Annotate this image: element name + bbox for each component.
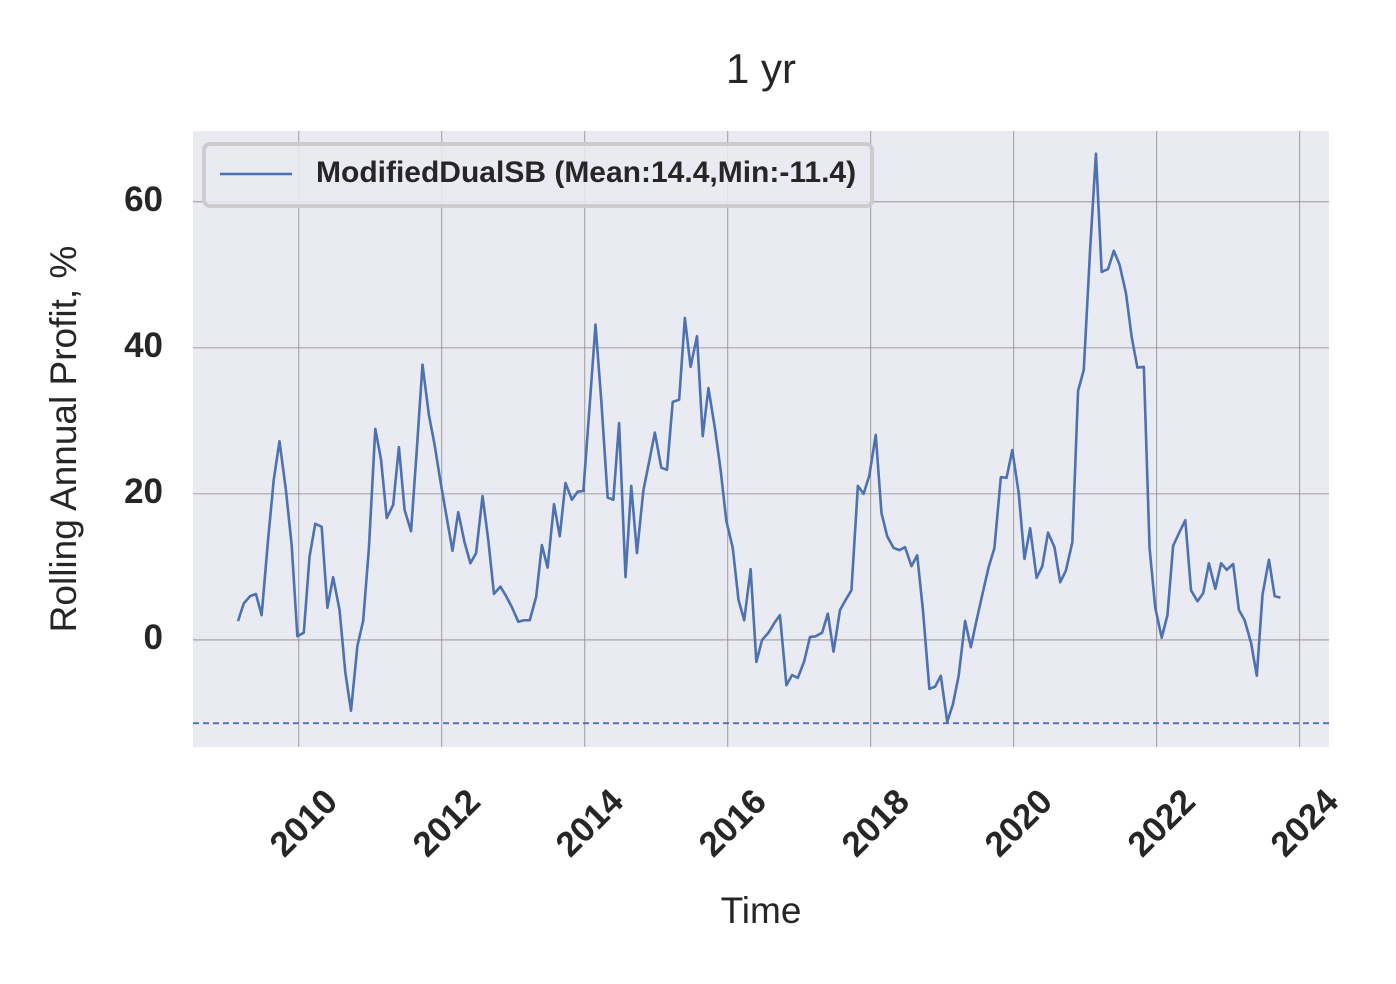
y-tick-label: 40	[124, 326, 163, 365]
chart-title: 1 yr	[726, 45, 796, 92]
plot-area	[193, 131, 1329, 747]
legend-box	[202, 142, 875, 208]
x-tick-label: 2016	[691, 782, 774, 865]
y-axis-label: Rolling Annual Profit, %	[43, 246, 84, 633]
y-tick-label: 60	[124, 180, 163, 219]
x-tick-label: 2014	[548, 781, 631, 864]
x-tick-label: 2012	[405, 782, 488, 865]
x-axis-label: Time	[721, 890, 802, 931]
legend-label: ModifiedDualSB (Mean:14.4,Min:-11.4)	[316, 156, 856, 189]
legend: ModifiedDualSB (Mean:14.4,Min:-11.4)	[202, 142, 875, 208]
x-tick-label: 2010	[262, 782, 345, 865]
x-tick-label: 2020	[977, 782, 1060, 865]
x-tick-label: 2022	[1120, 782, 1203, 865]
x-tick-label: 2018	[834, 782, 917, 865]
y-tick-label: 0	[144, 618, 163, 657]
y-tick-label: 20	[124, 472, 163, 511]
x-tick-label: 2024	[1263, 781, 1346, 864]
data-line	[236, 152, 1281, 724]
